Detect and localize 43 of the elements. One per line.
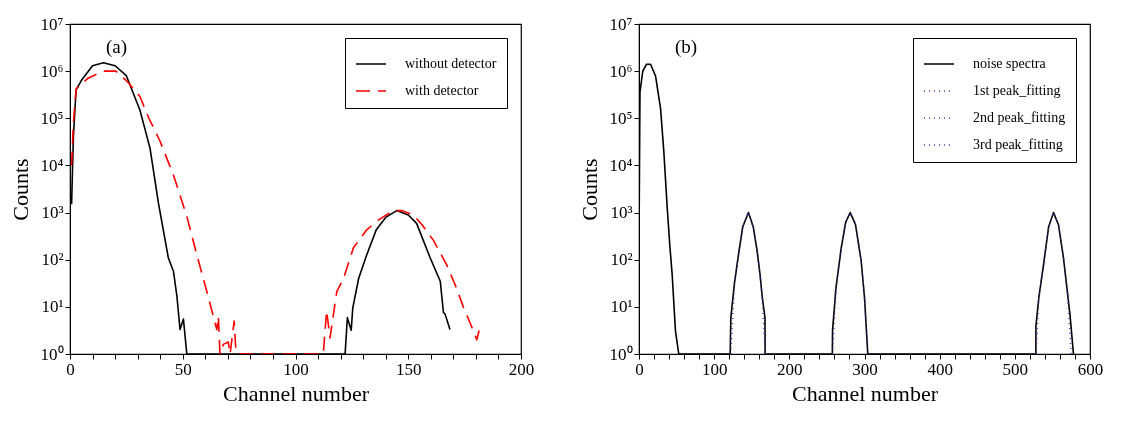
legend-label: 2nd peak_fitting xyxy=(973,110,1066,125)
x-tick-label: 200 xyxy=(508,359,535,379)
y-tick-label: 10³ xyxy=(610,203,633,223)
y-tick-label: 10¹ xyxy=(610,297,633,317)
x-tick-label: 400 xyxy=(927,359,953,379)
x-tick-label: 500 xyxy=(1002,359,1029,379)
y-tick-label: 10² xyxy=(41,250,64,270)
y-tick-label: 10² xyxy=(610,250,633,270)
x-tick-label: 50 xyxy=(174,359,192,379)
y-tick-label: 10⁴ xyxy=(40,155,64,175)
x-tick-label: 100 xyxy=(283,359,309,379)
y-tick-label: 10⁶ xyxy=(40,61,64,81)
line-series xyxy=(729,211,767,354)
annotation: (a) xyxy=(106,36,128,58)
x-tick-label: 0 xyxy=(635,359,644,379)
y-tick-label: 10⁴ xyxy=(609,155,633,175)
y-tick-label: 10⁷ xyxy=(609,14,633,34)
line-series xyxy=(831,211,869,354)
x-tick-label: 600 xyxy=(1077,359,1104,379)
y-tick-label: 10¹ xyxy=(41,297,64,317)
y-tick-label: 10⁵ xyxy=(40,108,64,128)
x-axis-title: Channel number xyxy=(791,380,939,406)
legend-label: with detector xyxy=(405,83,479,98)
annotation: (b) xyxy=(675,36,698,58)
y-tick-label: 10⁰ xyxy=(40,344,64,364)
x-tick-label: 300 xyxy=(852,359,878,379)
y-tick-label: 10⁶ xyxy=(609,61,633,81)
x-tick-label: 150 xyxy=(396,359,422,379)
line-series xyxy=(1035,211,1073,354)
y-tick-label: 10⁰ xyxy=(609,344,633,364)
legend-label: 1st peak_fitting xyxy=(973,83,1061,98)
y-axis-title: Counts xyxy=(576,158,602,221)
x-tick-label: 200 xyxy=(777,359,803,379)
y-axis-title: Counts xyxy=(7,158,33,221)
x-axis-title: Channel number xyxy=(222,380,370,406)
x-tick-label: 100 xyxy=(701,359,728,379)
y-tick-label: 10³ xyxy=(41,203,64,223)
y-tick-label: 10⁷ xyxy=(40,14,64,34)
legend-label: 3rd peak_fitting xyxy=(973,137,1063,152)
y-tick-label: 10⁵ xyxy=(609,108,633,128)
legend-label: noise spectra xyxy=(973,56,1047,71)
x-tick-label: 0 xyxy=(66,359,75,379)
legend-label: without detector xyxy=(405,56,497,71)
